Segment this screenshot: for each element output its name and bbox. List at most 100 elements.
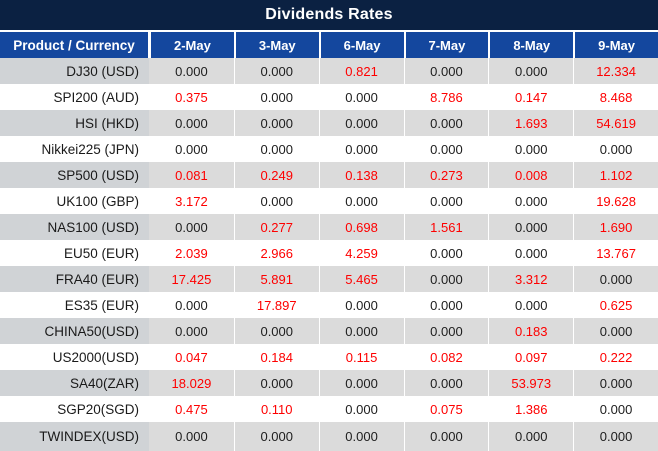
dividend-value-cell: 0.000 (233, 110, 319, 136)
dividend-value-cell: 0.000 (318, 422, 404, 451)
product-cell: Nikkei225 (JPN) (41, 141, 139, 157)
dividend-value-cell: 0.000 (233, 58, 319, 84)
table-row: ES35 (EUR) 0.000 17.897 0.000 0.000 0.000 0.62… (0, 292, 658, 318)
dividend-value-cell: 4.259 (318, 240, 404, 266)
dividend-value-cell: 3.172 (175, 193, 208, 209)
dividend-value-cell: 0.000 (573, 136, 658, 162)
dividend-value-cell: 0.097 (488, 344, 573, 370)
dividend-value-cell: 0.000 (573, 396, 658, 422)
dividend-value-cell: 0.000 (403, 58, 489, 84)
dividend-value-cell: 2.039 (175, 245, 208, 261)
dividend-value-cell: 18.029 (171, 375, 212, 391)
dividend-value-cell: 0.821 (318, 58, 404, 84)
product-cell: EU50 (EUR) (63, 245, 139, 261)
dividend-value-cell: 0.000 (233, 318, 319, 344)
product-cell: CHINA50(USD) (0, 318, 149, 344)
dividend-value-cell: 0.082 (403, 344, 489, 370)
dividend-value-cell: 2.966 (233, 240, 319, 266)
dividend-value-cell: 0.000 (403, 266, 489, 292)
dividend-value-cell: 54.619 (573, 110, 658, 136)
dividend-value-cell: 12.334 (573, 58, 658, 84)
dividend-value-cell: 0.183 (488, 318, 573, 344)
dividend-value-cell: 0.475 (175, 401, 208, 417)
product-cell: SPI200 (AUD) (53, 89, 139, 105)
dividend-value-cell: 8.468 (573, 84, 658, 110)
dividend-value-cell: 0.000 (488, 240, 573, 266)
dividend-value-cell: 0.273 (403, 162, 489, 188)
dividend-value-cell: 1.102 (573, 162, 658, 188)
header-row: Product / Currency 2-May 3-May 6-May 7-May 8… (0, 30, 658, 58)
date-header: 6-May (318, 32, 404, 58)
date-header: 9-May (573, 32, 658, 58)
dividend-value-cell: 0.000 (403, 188, 489, 214)
product-cell: SGP20(SGD) (57, 401, 139, 417)
product-cell: US2000(USD) (52, 349, 139, 365)
dividend-value-cell: 0.000 (175, 429, 208, 444)
dividend-value-cell: 0.000 (175, 219, 208, 235)
date-header: 2-May (149, 32, 234, 58)
dividend-value-cell: 0.000 (318, 318, 404, 344)
dividend-value-cell: 0.081 (175, 167, 208, 183)
table-row: TWINDEX(USD) 0.000 0.000 0.000 0.000 0.000 0.0… (0, 422, 658, 451)
product-cell: UK100 (GBP) (56, 193, 139, 209)
dividend-value-cell: 0.000 (318, 396, 404, 422)
dividend-value-cell: 17.897 (233, 292, 319, 318)
dividend-value-cell: 1.690 (573, 214, 658, 240)
dividend-value-cell: 0.115 (318, 344, 404, 370)
dividend-value-cell: 0.000 (573, 370, 658, 396)
dividend-value-cell: 0.000 (573, 318, 658, 344)
table-row: UK100 (GBP) 3.172 0.000 0.000 0.000 0.000 19.6… (0, 188, 658, 214)
dividend-value-cell: 0.000 (403, 136, 489, 162)
table-row: HSI (HKD) 0.000 0.000 0.000 0.000 1.693 54.619 (0, 110, 658, 136)
table-row: SGP20(SGD) 0.475 0.110 0.000 0.075 1.386 0.000 (0, 396, 658, 422)
table-row: US2000(USD) 0.047 0.184 0.115 0.082 0.097 0.22… (0, 344, 658, 370)
dividend-value-cell: 0.000 (318, 84, 404, 110)
dividend-value-cell: 1.561 (403, 214, 489, 240)
dividend-value-cell: 0.000 (318, 188, 404, 214)
table-row: FRA40 (EUR) 17.425 5.891 5.465 0.000 3.312 0.0… (0, 266, 658, 292)
dividend-value-cell: 0.000 (175, 115, 208, 131)
dividend-value-cell: 0.698 (318, 214, 404, 240)
dividend-value-cell: 0.000 (488, 58, 573, 84)
dividend-value-cell: 0.000 (233, 422, 319, 451)
table-body: DJ30 (USD) 0.000 0.000 0.821 0.000 0.000 12.33… (0, 58, 658, 451)
dividend-value-cell: 0.000 (488, 188, 573, 214)
table-row: SA40(ZAR) 18.029 0.000 0.000 0.000 53.973 0.00… (0, 370, 658, 396)
dividend-value-cell: 0.000 (403, 318, 489, 344)
table-row: EU50 (EUR) 2.039 2.966 4.259 0.000 0.000 13.76… (0, 240, 658, 266)
dividend-value-cell: 0.000 (233, 136, 319, 162)
dividend-value-cell: 0.000 (175, 141, 208, 157)
dividend-value-cell: 0.000 (175, 297, 208, 313)
dividend-value-cell: 0.000 (403, 240, 489, 266)
dividend-value-cell: 0.000 (488, 214, 573, 240)
table-title: Dividends Rates (0, 0, 658, 30)
dividend-value-cell: 0.000 (403, 292, 489, 318)
dividend-value-cell: 0.000 (318, 370, 404, 396)
dividend-value-cell: 0.000 (488, 292, 573, 318)
dividend-value-cell: 0.625 (573, 292, 658, 318)
dividend-value-cell: 0.222 (573, 344, 658, 370)
dividend-value-cell: 1.386 (488, 396, 573, 422)
date-header: 8-May (488, 32, 573, 58)
dividend-value-cell: 0.000 (403, 370, 489, 396)
product-cell: HSI (HKD) (0, 110, 149, 136)
product-cell: SP500 (USD) (0, 162, 149, 188)
dividend-value-cell: 0.000 (318, 292, 404, 318)
dividend-value-cell: 0.000 (233, 370, 319, 396)
dividend-value-cell: 0.047 (175, 349, 208, 365)
dividend-value-cell: 0.110 (233, 396, 319, 422)
table-row: DJ30 (USD) 0.000 0.000 0.821 0.000 0.000 12.33… (0, 58, 658, 84)
product-cell: NAS100 (USD) (0, 214, 149, 240)
dividend-value-cell: 0.138 (318, 162, 404, 188)
dividend-value-cell: 0.375 (175, 89, 208, 105)
product-cell: SA40(ZAR) (0, 370, 149, 396)
dividend-value-cell: 0.008 (488, 162, 573, 188)
dividend-value-cell: 0.184 (233, 344, 319, 370)
dividend-value-cell: 0.000 (403, 422, 489, 451)
dividend-value-cell: 0.000 (175, 63, 208, 79)
dividend-value-cell: 0.000 (175, 323, 208, 339)
dividend-value-cell: 17.425 (171, 271, 212, 287)
table-row: SP500 (USD) 0.081 0.249 0.138 0.273 0.008 1.10… (0, 162, 658, 188)
dividend-value-cell: 53.973 (488, 370, 573, 396)
